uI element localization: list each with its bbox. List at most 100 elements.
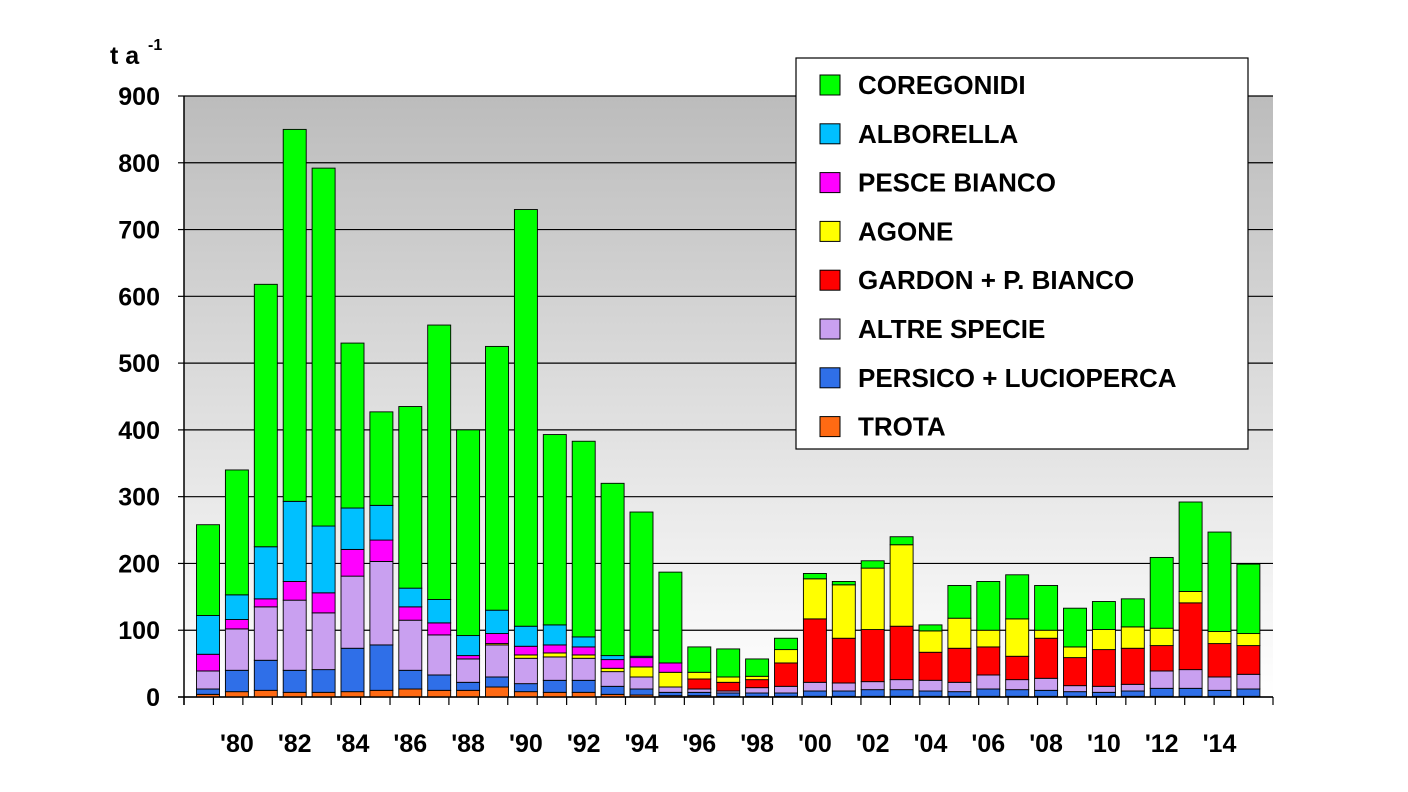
x-tick-label: '88 <box>451 730 485 758</box>
bar-segment <box>340 691 365 698</box>
bar-segment <box>369 504 394 541</box>
bar-segment <box>311 669 336 693</box>
bar-segment <box>1178 602 1203 671</box>
legend-swatch <box>819 123 841 145</box>
bar-segment <box>889 544 914 627</box>
bar-segment <box>1034 689 1059 697</box>
bar-segment <box>1091 649 1116 687</box>
bar-segment <box>571 654 596 659</box>
bar-segment <box>745 658 770 677</box>
x-tick-label: '10 <box>1087 730 1121 758</box>
bar-segment <box>485 345 509 611</box>
bar-segment <box>1005 689 1030 697</box>
y-tick-label: 900 <box>118 83 160 111</box>
bar-segment <box>1178 687 1203 697</box>
bar-segment <box>860 567 885 631</box>
bar-segment <box>196 615 220 655</box>
bar-segment <box>340 575 365 649</box>
bar-segment <box>340 507 365 550</box>
bar-segment <box>774 637 798 651</box>
y-tick-label: 700 <box>118 217 160 245</box>
bar-segment <box>571 679 596 693</box>
bar-segment <box>571 636 596 648</box>
legend-label: AGONE <box>858 216 953 246</box>
bar-segment <box>774 649 798 664</box>
bar-segment <box>513 654 538 659</box>
bar-segment <box>1005 574 1030 620</box>
bar-segment <box>802 681 827 692</box>
bar-segment <box>456 429 481 637</box>
bar-segment <box>687 691 712 697</box>
bar-segment <box>976 688 1001 697</box>
bar-segment <box>716 692 741 697</box>
bar-segment <box>253 546 278 600</box>
bar-segment <box>253 659 278 691</box>
bar-segment <box>716 676 741 683</box>
bar-segment <box>398 688 423 698</box>
bar-segment <box>918 624 943 632</box>
bar-segment <box>1149 670 1174 689</box>
bar-segment <box>1236 688 1261 697</box>
bar-segment <box>1034 585 1059 631</box>
bar-segment <box>1178 669 1203 689</box>
bar-segment <box>687 671 712 680</box>
bar-segment <box>571 440 596 638</box>
bar-segment <box>687 678 712 690</box>
bar-segment <box>311 525 336 594</box>
bar-segment <box>658 691 683 697</box>
bar-segment <box>976 581 1001 631</box>
bar-segment <box>1207 689 1232 697</box>
bars <box>196 128 1261 698</box>
bar-segment <box>918 690 943 697</box>
legend-swatch <box>819 318 841 340</box>
legend-swatch <box>819 220 841 242</box>
bar-segment <box>398 606 423 621</box>
bar-segment <box>542 652 567 658</box>
bar-segment <box>600 655 625 661</box>
bar-segment <box>831 581 856 586</box>
bar-segment <box>687 688 712 693</box>
bar-segment <box>224 469 249 596</box>
bar-segment <box>456 658 481 683</box>
x-tick-label: '06 <box>971 730 1005 758</box>
bar-segment <box>889 689 914 697</box>
bar-segment <box>485 644 509 678</box>
x-tick-label: '98 <box>740 730 774 758</box>
bar-segment <box>513 625 538 647</box>
bar-segment <box>947 691 972 697</box>
bar-segment <box>947 585 972 619</box>
bar-segment <box>427 324 452 600</box>
bar-segment <box>1120 598 1145 628</box>
bar-segment <box>976 674 1001 690</box>
x-tick-label: '94 <box>625 730 659 758</box>
x-tick-label: '80 <box>220 730 254 758</box>
bar-segment <box>1149 627 1174 647</box>
bar-segment <box>976 646 1001 676</box>
bar-segment <box>947 681 972 693</box>
bar-segment <box>311 612 336 671</box>
bar-segment <box>427 689 452 698</box>
bar-segment <box>542 434 567 626</box>
bar-segment <box>196 653 220 672</box>
legend-label: PESCE BIANCO <box>858 168 1056 198</box>
x-tick-label: '90 <box>509 730 543 758</box>
y-tick-label: 100 <box>118 617 160 645</box>
legend-box <box>795 57 1249 450</box>
bar-segment <box>1178 501 1203 592</box>
bar-segment <box>369 644 394 691</box>
bar-segment <box>600 659 625 669</box>
bar-segment <box>889 536 914 546</box>
bar-segment <box>774 692 798 697</box>
bar-segment <box>745 687 770 694</box>
bar-segment <box>224 669 249 693</box>
bar-segment <box>311 167 336 527</box>
bar-segment <box>918 630 943 653</box>
bar-segment <box>1207 631 1232 645</box>
bar-segment <box>831 682 856 692</box>
bar-segment <box>629 511 654 657</box>
bar-segment <box>282 128 307 502</box>
bar-segment <box>1005 618 1030 657</box>
bar-segment <box>253 689 278 698</box>
bar-segment <box>253 598 278 608</box>
